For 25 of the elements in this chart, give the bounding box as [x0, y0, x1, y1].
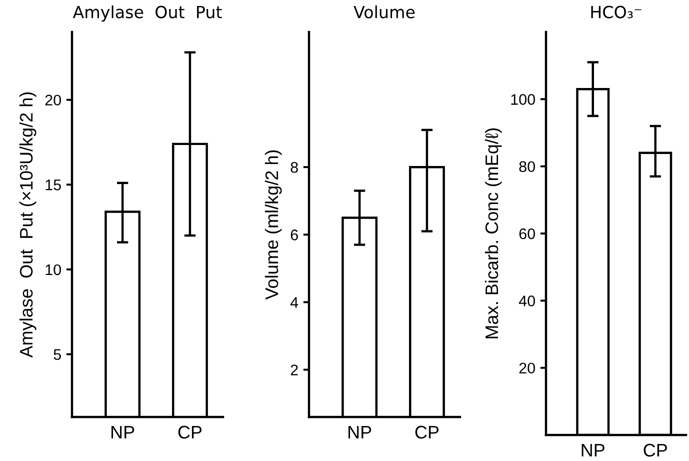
y-tick-label: 6 [290, 230, 298, 240]
y-tick-label: 20 [519, 362, 535, 374]
y-tick-label: 10 [46, 264, 61, 276]
y-axis-title: Volume (ml/kg/2 h) [264, 150, 282, 300]
y-tick-label: 2 [290, 364, 298, 376]
y-tick-label: 4 [290, 297, 298, 308]
x-tick-label: CP [415, 426, 439, 439]
y-tick-label: 15 [46, 180, 61, 190]
y-tick-label: 40 [518, 296, 535, 306]
y-axis-title: Max. Bicarb. Conc (mEq/ℓ) [484, 128, 502, 338]
y-tick-label: 8 [290, 162, 298, 173]
chart-title: Amylase Out Put [72, 5, 222, 22]
x-tick-label: NP [112, 426, 134, 438]
x-tick-label: CP [178, 426, 202, 439]
y-tick-label: 20 [45, 94, 61, 106]
x-tick-label: NP [348, 426, 372, 438]
y-tick-label: 5 [54, 349, 61, 360]
chart-title: Volume [354, 5, 415, 18]
chart-title: HCO₃⁻ [591, 6, 642, 18]
y-tick-label: 100 [511, 94, 535, 105]
x-tick-label: CP [644, 444, 667, 457]
x-tick-label: NP [582, 444, 604, 456]
y-tick-label: 80 [519, 161, 535, 172]
y-tick-label: 60 [519, 228, 535, 240]
y-axis-title: Amylase Out Put (×10³U/kg/2 h) [19, 92, 36, 358]
